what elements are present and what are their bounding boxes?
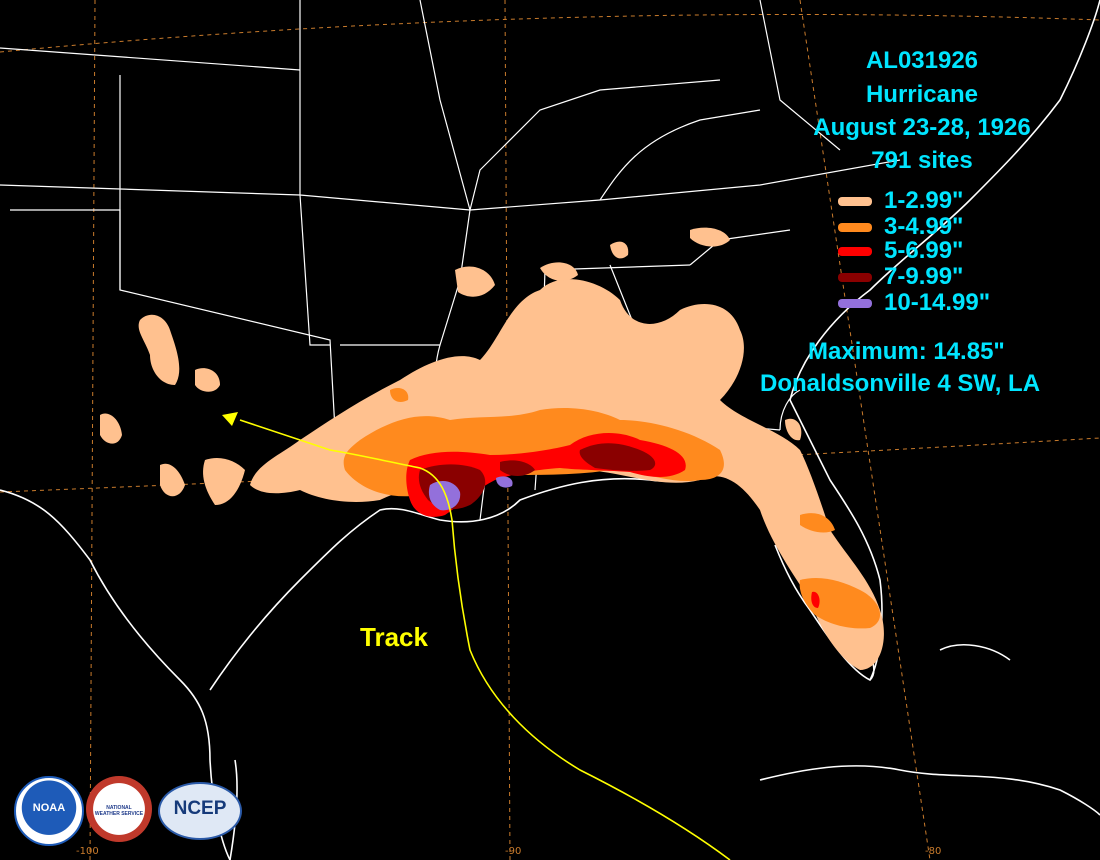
nws-logo: NATIONAL WEATHER SERVICE (86, 776, 152, 842)
maximum-value: Maximum: 14.85" (808, 338, 1005, 365)
legend-swatch (838, 299, 872, 308)
longitude-tick: -90 (505, 846, 522, 857)
legend-label: 5-6.99" (884, 237, 964, 264)
storm-id: AL031926 (865, 47, 979, 74)
nws-logo-text: NATIONAL WEATHER SERVICE (94, 805, 144, 817)
rainfall-contours (100, 227, 884, 670)
noaa-logo: NOAA (14, 776, 84, 846)
site-count: 791 sites (871, 147, 973, 174)
legend-label: 7-9.99" (884, 263, 964, 290)
legend-label: 1-2.99" (884, 187, 964, 214)
legend-label: 3-4.99" (884, 213, 964, 240)
legend-swatch (838, 247, 872, 256)
rain-10-15-in (428, 476, 513, 511)
legend-swatch (838, 197, 872, 206)
noaa-logo-text: NOAA (32, 802, 66, 814)
legend-swatch (838, 273, 872, 282)
legend-label: 10-14.99" (884, 289, 991, 316)
storm-type: Hurricane (865, 81, 979, 108)
storm-dates: August 23-28, 1926 (813, 114, 1031, 141)
longitude-tick: -80 (925, 846, 942, 857)
track-label: Track (360, 622, 428, 652)
track-arrowhead (222, 412, 238, 426)
hurricane-track (239, 419, 731, 860)
ncep-logo-text: NCEP (173, 798, 227, 819)
maximum-location: Donaldsonville 4 SW, LA (760, 370, 1041, 397)
rain-1-3-in (100, 227, 884, 670)
legend-swatch (838, 223, 872, 232)
longitude-tick: -100 (76, 846, 99, 857)
ncep-logo: NCEP (158, 782, 242, 840)
